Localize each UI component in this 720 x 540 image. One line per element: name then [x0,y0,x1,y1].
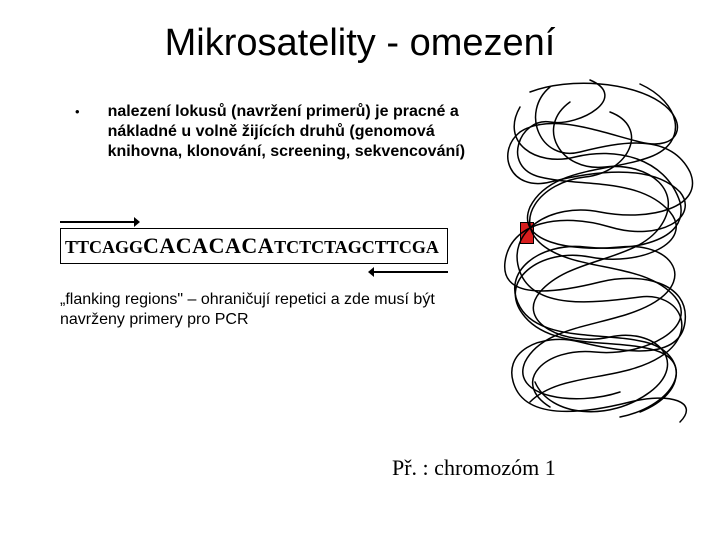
chromosome-caption: Př. : chromozóm 1 [392,455,556,481]
bullet-dot: • [75,102,80,122]
seq-flank-right: TCTCTAGCTTCGA [274,237,439,257]
page-title: Mikrosatelity - omezení [0,22,720,65]
sequence-box: TTCAGGCACACACATCTCTAGCTTCGA [60,228,448,264]
seq-flank-left: TTCAGG [65,237,143,257]
flanking-description: „flanking regions" – ohraničují repetici… [60,290,490,330]
bullet-text: nalezení lokusů (navržení primerů) je pr… [108,102,495,162]
primer-arrow-reverse-icon [368,266,448,278]
seq-repeat: CACACACA [143,233,274,258]
bullet-block: • nalezení lokusů (navržení primerů) je … [75,102,495,162]
chromosome-scribble-icon [490,72,710,432]
primer-arrow-forward-icon [60,216,140,228]
sequence-region: TTCAGGCACACACATCTCTAGCTTCGA [60,228,448,264]
